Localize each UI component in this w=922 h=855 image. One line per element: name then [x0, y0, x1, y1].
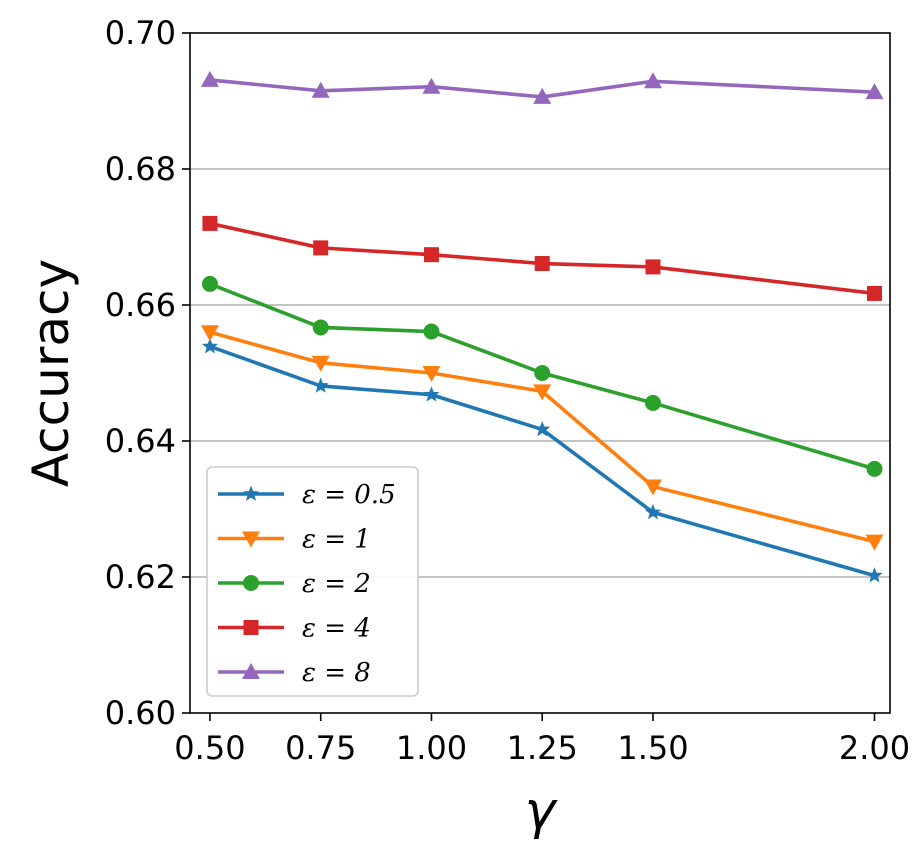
- legend-label: ε = 2: [302, 569, 371, 599]
- x-tick-label: 0.75: [285, 729, 356, 767]
- data-point: [312, 377, 329, 393]
- series-4: [200, 70, 884, 104]
- y-tick-label: 0.62: [105, 558, 176, 596]
- legend-item: ε = 1: [218, 525, 371, 555]
- x-tick-label: 1.25: [507, 729, 578, 767]
- data-point: [644, 394, 661, 411]
- y-axis-label: Accuracy: [22, 259, 80, 487]
- legend-label: ε = 0.5: [302, 480, 396, 510]
- series-0: [201, 337, 883, 583]
- plot-frame: [189, 32, 891, 714]
- data-point: [200, 325, 219, 342]
- series-1: [200, 325, 884, 551]
- legend-item: ε = 4: [218, 614, 371, 644]
- series-line: [209, 282, 876, 471]
- data-point: [866, 460, 883, 477]
- x-tick-label: 1.00: [396, 729, 467, 767]
- legend-marker: [242, 531, 260, 548]
- legend-label: ε = 8: [302, 658, 371, 688]
- series-line: [209, 330, 875, 544]
- axis-ticks: 0.60 0.62 0.64 0.66 0.68 0.70 0.50 0.75 1.00 1.25…: [105, 14, 910, 767]
- data-point: [534, 256, 550, 272]
- data-point: [865, 83, 884, 100]
- data-point: [201, 337, 219, 354]
- series-2: [201, 275, 883, 477]
- data-point: [644, 503, 662, 520]
- x-tick-label: 1.50: [617, 729, 688, 767]
- series-3: [202, 215, 882, 301]
- x-axis-label: γ: [525, 781, 559, 841]
- series-lines: [200, 70, 884, 583]
- data-point: [865, 534, 884, 551]
- x-tick-label: 0.50: [174, 729, 245, 767]
- data-point: [643, 72, 662, 89]
- y-tick-label: 0.60: [105, 694, 176, 732]
- y-tick-label: 0.68: [105, 150, 176, 188]
- data-point: [534, 365, 551, 381]
- data-point: [866, 567, 883, 583]
- data-point: [311, 355, 330, 372]
- legend-label: ε = 4: [302, 614, 371, 644]
- legend-item: ε = 8: [218, 658, 371, 688]
- data-point: [533, 384, 552, 401]
- data-point: [311, 81, 330, 98]
- data-point: [200, 70, 219, 87]
- series-line: [209, 344, 875, 578]
- data-point: [533, 87, 552, 104]
- legend-label: ε = 1: [302, 525, 371, 555]
- data-point: [312, 319, 329, 336]
- data-point: [643, 479, 662, 496]
- legend-marker: [242, 663, 260, 679]
- data-point: [423, 247, 439, 263]
- x-tick-label: 2.00: [839, 729, 910, 767]
- data-point: [866, 285, 882, 301]
- data-point: [423, 323, 440, 340]
- y-tick-label: 0.70: [105, 14, 176, 52]
- series-line: [209, 221, 875, 296]
- data-point: [422, 366, 441, 382]
- legend-marker: [243, 575, 259, 591]
- legend-marker: [242, 485, 260, 501]
- y-tick-label: 0.64: [105, 422, 176, 460]
- legend-item: ε = 0.5: [218, 480, 396, 510]
- series-line: [209, 78, 875, 99]
- grid-lines: [190, 168, 890, 578]
- data-point: [645, 259, 661, 275]
- legend-marker: [243, 620, 259, 635]
- legend-frame: [206, 466, 419, 697]
- legend: ε = 0.5 ε = 1 ε = 2 ε = 4 ε = 8: [206, 466, 419, 697]
- y-tick-label: 0.66: [105, 286, 176, 324]
- legend-item: ε = 2: [218, 569, 371, 599]
- data-point: [422, 77, 441, 94]
- data-point: [423, 386, 440, 402]
- data-point: [534, 420, 551, 437]
- data-point: [201, 275, 218, 292]
- data-point: [202, 215, 218, 231]
- data-point: [313, 240, 329, 256]
